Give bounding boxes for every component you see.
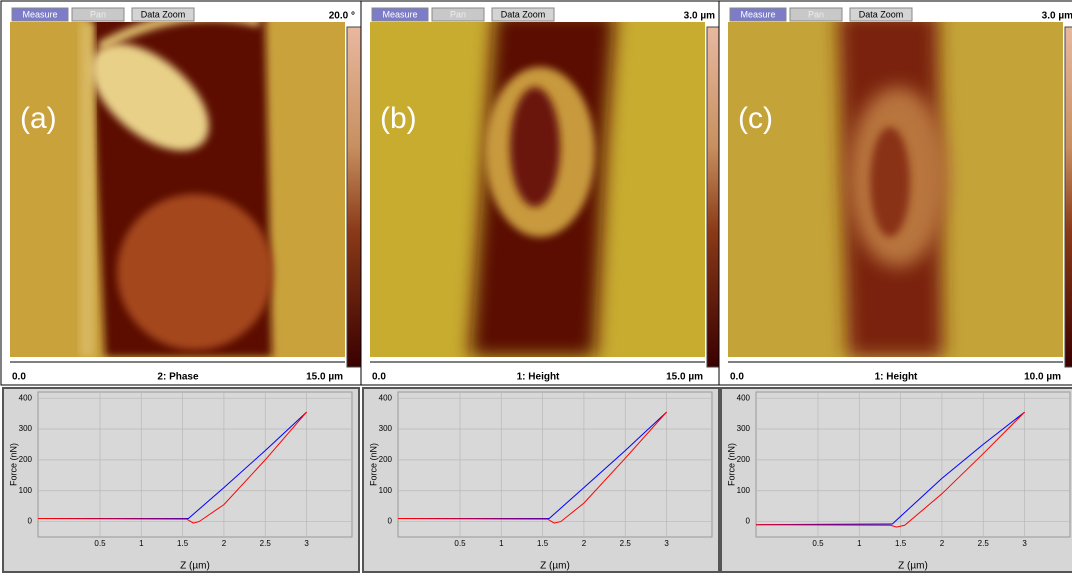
toolbar-button-label[interactable]: Data Zoom bbox=[859, 9, 904, 19]
toolbar-button-label[interactable]: Measure bbox=[382, 9, 417, 19]
y-tick-label: 300 bbox=[737, 424, 751, 433]
axis-end: 15.0 µm bbox=[666, 372, 703, 383]
panel-label: (a) bbox=[20, 102, 57, 135]
x-axis-label: Z (µm) bbox=[898, 561, 928, 572]
afm-image bbox=[10, 22, 345, 357]
particle bbox=[91, 43, 209, 151]
x-tick-label: 1.5 bbox=[177, 539, 189, 548]
axis-start: 0.0 bbox=[730, 372, 744, 383]
toolbar-button-label[interactable]: Pan bbox=[90, 9, 106, 19]
toolbar-button[interactable] bbox=[729, 7, 787, 22]
y-tick-label: 200 bbox=[379, 455, 393, 464]
y-axis-label: Force (nN) bbox=[726, 443, 736, 486]
plot-area bbox=[755, 391, 1071, 538]
channel-label: 1: Height bbox=[875, 372, 918, 383]
particle bbox=[117, 194, 273, 350]
x-tick-label: 3 bbox=[1022, 539, 1027, 548]
toolbar-button[interactable] bbox=[431, 7, 485, 22]
y-tick-label: 300 bbox=[19, 424, 33, 433]
y-tick-label: 400 bbox=[737, 393, 751, 402]
channel-label: 1: Height bbox=[517, 372, 560, 383]
x-tick-label: 0.5 bbox=[812, 539, 824, 548]
axis-end: 15.0 µm bbox=[306, 372, 343, 383]
y-tick-label: 400 bbox=[379, 393, 393, 402]
y-tick-label: 0 bbox=[746, 517, 751, 526]
x-tick-label: 1.5 bbox=[537, 539, 549, 548]
scale-max: 3.0 µm bbox=[1042, 11, 1072, 22]
toolbar-button[interactable] bbox=[789, 7, 843, 22]
force-curve bbox=[37, 411, 307, 524]
y-tick-label: 200 bbox=[737, 455, 751, 464]
x-tick-label: 1 bbox=[857, 539, 862, 548]
y-axis-label: Force (nN) bbox=[368, 443, 378, 486]
x-tick-label: 0.5 bbox=[454, 539, 466, 548]
toolbar-button[interactable] bbox=[491, 7, 555, 22]
arc bbox=[97, 22, 260, 52]
x-tick-label: 2 bbox=[940, 539, 945, 548]
toolbar-button[interactable] bbox=[11, 7, 69, 22]
toolbar-button-label[interactable]: Measure bbox=[740, 9, 775, 19]
y-tick-label: 400 bbox=[19, 393, 33, 402]
color-bar bbox=[1064, 26, 1072, 368]
x-tick-label: 2.5 bbox=[620, 539, 632, 548]
x-axis-label: Z (µm) bbox=[540, 561, 570, 572]
y-axis-label: Force (nN) bbox=[8, 443, 18, 486]
toolbar-button-label[interactable]: Pan bbox=[450, 9, 466, 19]
y-tick-label: 100 bbox=[737, 486, 751, 495]
y-tick-label: 200 bbox=[19, 455, 33, 464]
axis-start: 0.0 bbox=[12, 372, 26, 383]
toolbar-button-label[interactable]: Measure bbox=[22, 9, 57, 19]
scale-max: 20.0 ° bbox=[329, 11, 355, 22]
afm-image bbox=[728, 22, 1063, 357]
scale-max: 3.0 µm bbox=[684, 11, 715, 22]
y-tick-label: 100 bbox=[379, 486, 393, 495]
force-curve bbox=[755, 411, 1025, 528]
x-tick-label: 1 bbox=[499, 539, 504, 548]
channel-label: 2: Phase bbox=[157, 372, 199, 383]
y-tick-label: 100 bbox=[19, 486, 33, 495]
panel-label: (c) bbox=[738, 102, 773, 135]
toolbar-button[interactable] bbox=[849, 7, 913, 22]
x-tick-label: 2.5 bbox=[978, 539, 990, 548]
panel-label: (b) bbox=[380, 102, 417, 135]
y-tick-label: 0 bbox=[388, 517, 393, 526]
color-bar bbox=[346, 26, 363, 368]
x-tick-label: 1.5 bbox=[895, 539, 907, 548]
x-tick-label: 3 bbox=[664, 539, 669, 548]
ring-inner bbox=[510, 87, 560, 207]
x-tick-label: 3 bbox=[304, 539, 309, 548]
toolbar-button[interactable] bbox=[71, 7, 125, 22]
x-tick-label: 2.5 bbox=[260, 539, 272, 548]
toolbar-button-label[interactable]: Pan bbox=[808, 9, 824, 19]
y-tick-label: 0 bbox=[28, 517, 33, 526]
x-tick-label: 1 bbox=[139, 539, 144, 548]
x-tick-label: 2 bbox=[582, 539, 587, 548]
toolbar-button[interactable] bbox=[371, 7, 429, 22]
force-curve bbox=[755, 411, 1025, 526]
x-tick-label: 0.5 bbox=[94, 539, 106, 548]
x-tick-label: 2 bbox=[222, 539, 227, 548]
toolbar-button-label[interactable]: Data Zoom bbox=[141, 9, 186, 19]
toolbar-button-label[interactable]: Data Zoom bbox=[501, 9, 546, 19]
ring-inner bbox=[870, 127, 910, 237]
toolbar-button[interactable] bbox=[131, 7, 195, 22]
afm-image bbox=[370, 22, 705, 357]
force-curve bbox=[397, 411, 667, 524]
x-axis-label: Z (µm) bbox=[180, 561, 210, 572]
axis-end: 10.0 µm bbox=[1024, 372, 1061, 383]
edge bbox=[80, 22, 94, 357]
axis-start: 0.0 bbox=[372, 372, 386, 383]
y-tick-label: 300 bbox=[379, 424, 393, 433]
